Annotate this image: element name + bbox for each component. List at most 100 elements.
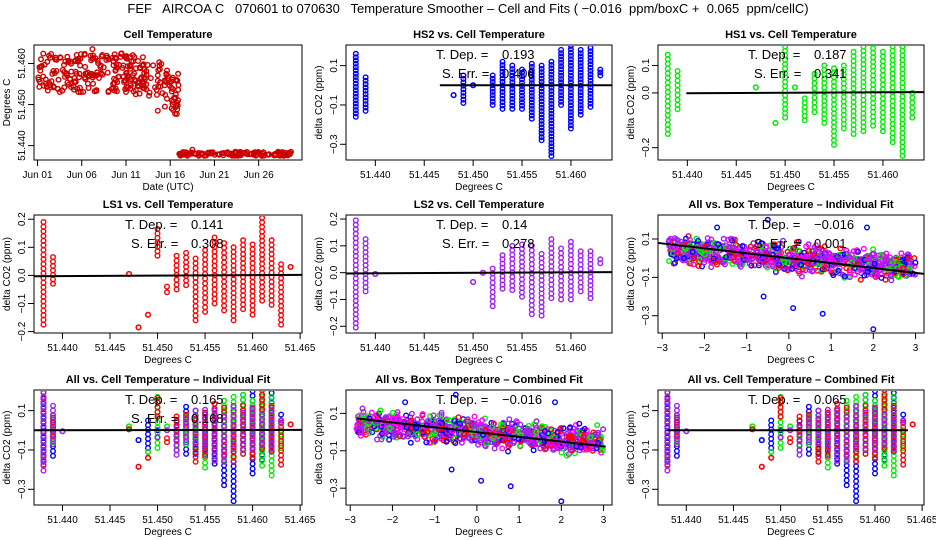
data-point <box>594 422 601 429</box>
data-point <box>773 245 780 252</box>
data-point <box>577 105 584 112</box>
data-point <box>538 65 545 72</box>
data-point <box>548 136 555 143</box>
data-point <box>489 279 496 286</box>
data-point <box>173 267 180 274</box>
data-point <box>577 56 584 63</box>
data-point <box>278 411 285 418</box>
data-point <box>871 260 878 267</box>
data-point <box>48 78 55 85</box>
data-point <box>535 440 542 447</box>
data-point <box>815 407 822 414</box>
data-point <box>881 457 888 464</box>
data-points <box>35 46 295 159</box>
data-point <box>499 62 506 69</box>
data-point <box>895 274 902 281</box>
data-point <box>853 478 860 485</box>
data-point <box>40 316 47 323</box>
data-point <box>249 307 256 314</box>
data-point <box>40 298 47 305</box>
data-point <box>113 61 120 68</box>
data-point <box>519 66 526 73</box>
data-point <box>811 70 818 77</box>
data-point <box>548 149 555 156</box>
data-point <box>749 255 756 262</box>
x-axis-label: Degrees C <box>144 527 192 538</box>
data-point <box>164 67 171 74</box>
x-axis-label: Degrees C <box>144 355 192 366</box>
data-point <box>192 279 199 286</box>
data-point <box>40 223 47 230</box>
y-axis-label: delta CO2 (ppm) <box>314 411 325 485</box>
data-point <box>558 95 565 102</box>
data-point <box>456 420 463 427</box>
data-point <box>538 117 545 124</box>
data-point <box>872 391 878 394</box>
data-point <box>249 241 256 248</box>
data-point <box>230 498 237 504</box>
data-point <box>268 288 275 295</box>
data-point <box>183 419 190 426</box>
data-point <box>528 102 535 109</box>
data-point <box>249 465 256 472</box>
data-point <box>135 463 142 470</box>
data-point <box>548 104 555 111</box>
data-point <box>364 426 371 433</box>
t-dep-label: T. Dep. = <box>125 217 185 232</box>
s-err-label: S. Err. = <box>131 411 182 426</box>
t-dep-annotation: T. Dep. = 0.141 <box>125 217 224 232</box>
data-point <box>683 428 690 435</box>
data-point <box>879 76 886 83</box>
data-point <box>99 71 106 78</box>
data-point <box>144 448 151 455</box>
data-point <box>249 293 256 300</box>
t-dep-label: T. Dep. = <box>436 217 496 232</box>
y-tick-label: −0.2 <box>329 316 340 336</box>
s-err-value: 0.001 <box>814 236 847 251</box>
data-point <box>587 74 594 81</box>
data-point <box>558 245 565 252</box>
data-point <box>673 452 680 459</box>
data-point <box>202 294 209 301</box>
data-point <box>528 60 535 67</box>
data-point <box>438 409 445 416</box>
data-point <box>796 418 803 425</box>
data-point <box>824 406 831 413</box>
data-point <box>587 87 594 94</box>
data-point <box>482 435 489 442</box>
data-point <box>448 431 455 438</box>
data-point <box>567 92 574 99</box>
data-point <box>509 89 516 96</box>
data-point <box>710 255 717 262</box>
data-point <box>599 447 606 454</box>
data-point <box>352 70 359 77</box>
data-point <box>116 73 123 80</box>
y-tick-label: −0.1 <box>17 440 28 460</box>
outlier-point <box>790 305 797 312</box>
data-point <box>154 394 161 401</box>
data-point <box>183 403 190 410</box>
x-tick-label: 51.465 <box>285 343 316 354</box>
data-point <box>135 324 142 331</box>
data-point <box>548 426 555 433</box>
data-point <box>600 426 607 433</box>
data-point <box>713 261 720 268</box>
data-point <box>175 70 182 77</box>
data-point <box>499 78 506 85</box>
data-point <box>362 236 369 243</box>
data-point <box>414 416 421 423</box>
data-point <box>509 105 516 112</box>
x-tick-label: 1 <box>828 343 834 354</box>
data-point <box>221 293 228 300</box>
y-tick-label: 0.0 <box>641 86 652 100</box>
data-point <box>764 264 771 271</box>
data-point <box>40 284 47 291</box>
data-point <box>519 99 526 106</box>
data-point <box>489 293 496 300</box>
data-point <box>192 298 199 305</box>
data-point <box>75 58 82 65</box>
data-point <box>548 146 555 153</box>
data-point <box>850 48 857 55</box>
data-point <box>577 85 584 92</box>
data-point <box>777 445 784 452</box>
